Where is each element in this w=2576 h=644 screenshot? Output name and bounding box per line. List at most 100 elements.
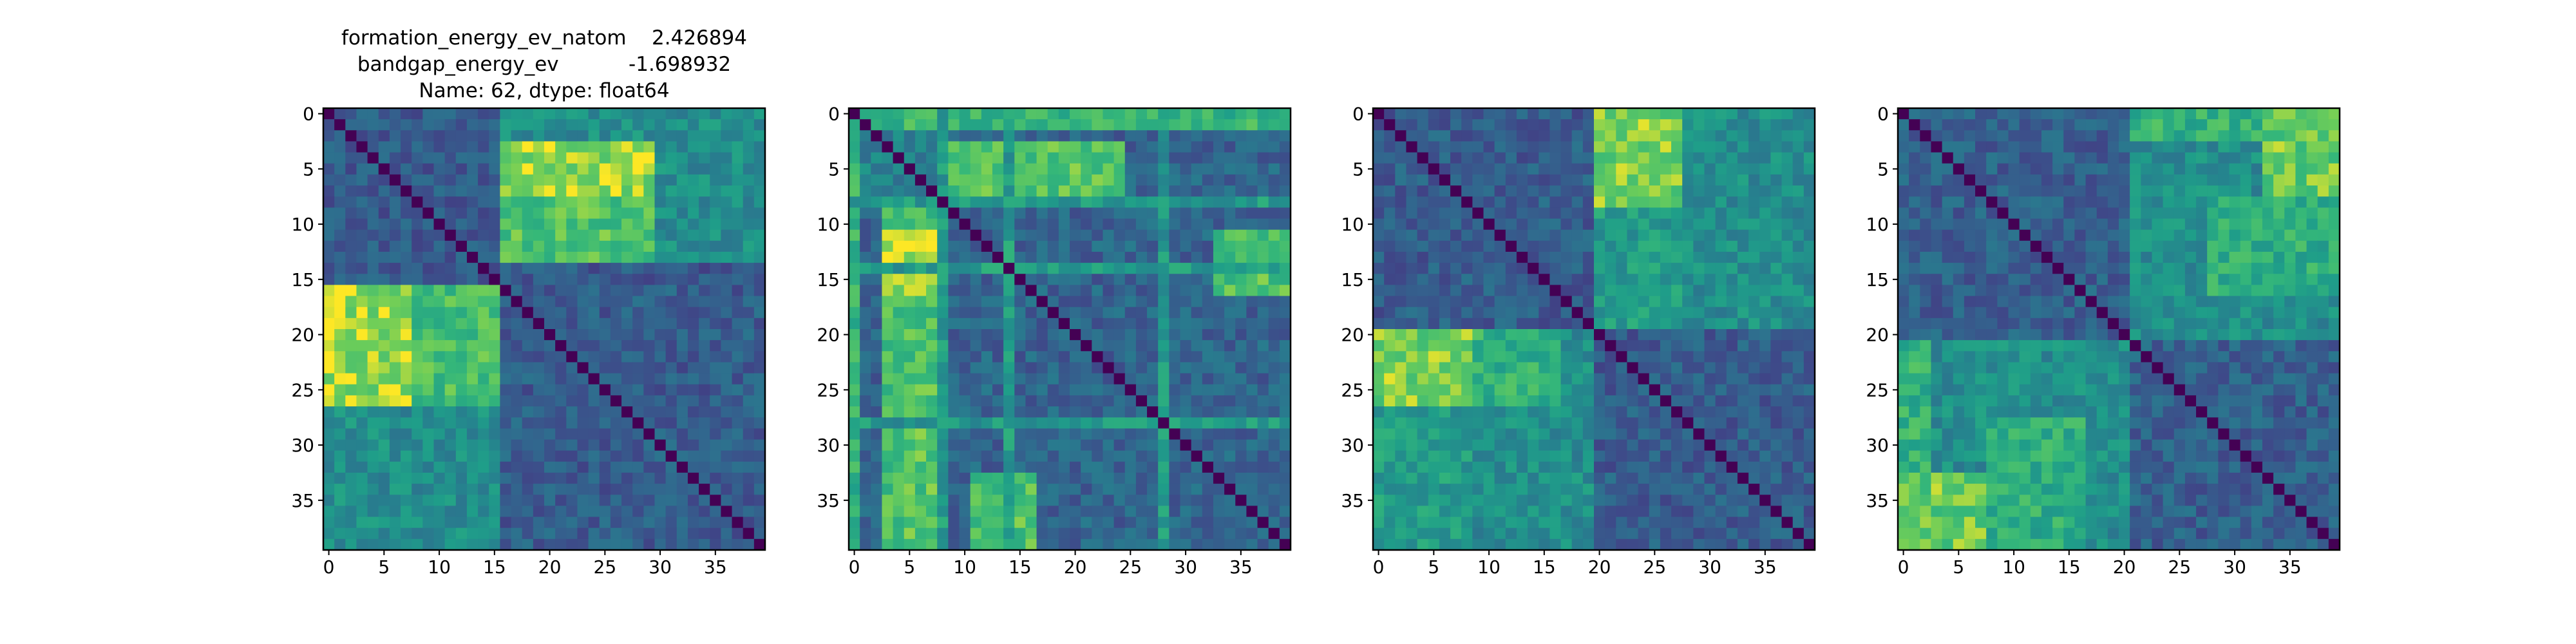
heatmap-cell xyxy=(860,218,871,231)
heatmap-cell xyxy=(1014,450,1026,462)
heatmap-cell xyxy=(1472,207,1484,220)
heatmap-cell xyxy=(1257,428,1269,440)
heatmap-cell xyxy=(1014,362,1026,374)
heatmap-cell xyxy=(1268,141,1280,153)
heatmap-cell xyxy=(323,119,335,131)
heatmap-cell xyxy=(1103,406,1115,418)
heatmap-cell xyxy=(1047,263,1059,274)
heatmap-cell xyxy=(1539,373,1550,385)
heatmap-cell xyxy=(422,296,435,308)
heatmap-cell xyxy=(1135,506,1148,518)
heatmap-cell xyxy=(544,119,556,131)
heatmap-cell xyxy=(1770,417,1783,429)
heatmap-cell xyxy=(1014,538,1026,551)
heatmap-cell xyxy=(1770,516,1783,529)
heatmap-cell xyxy=(1715,329,1727,341)
heatmap-cell xyxy=(1715,516,1727,529)
heatmap-cell xyxy=(926,108,938,120)
heatmap-cell xyxy=(1395,152,1407,164)
heatmap-cell xyxy=(1092,450,1104,462)
heatmap-cell xyxy=(1103,340,1115,352)
heatmap-cell xyxy=(1450,538,1462,551)
heatmap-cell xyxy=(389,307,401,319)
heatmap-cell xyxy=(378,527,390,540)
heatmap-cell xyxy=(1014,296,1026,308)
heatmap-cell xyxy=(654,108,667,120)
heatmap-cell xyxy=(654,251,667,263)
heatmap-cell xyxy=(610,417,622,429)
heatmap-cell xyxy=(2174,108,2186,120)
heatmap-cell xyxy=(1803,329,1815,341)
x-tick-label: 30 xyxy=(649,556,672,578)
heatmap-cell xyxy=(665,296,677,308)
heatmap-cell xyxy=(433,174,446,186)
heatmap-cell xyxy=(1158,141,1170,153)
heatmap-cell xyxy=(455,495,468,506)
heatmap-cell xyxy=(1638,141,1650,153)
heatmap-cell xyxy=(334,506,346,518)
heatmap-cell xyxy=(1539,152,1550,164)
heatmap-cell xyxy=(1191,384,1203,396)
heatmap-cell xyxy=(345,108,357,120)
heatmap-cell xyxy=(422,207,435,220)
heatmap-cell xyxy=(1047,538,1059,551)
heatmap-cell xyxy=(412,296,423,308)
heatmap-cell xyxy=(1036,185,1048,197)
heatmap-cell xyxy=(1113,274,1126,285)
heatmap-cell xyxy=(1594,395,1605,407)
y-tick-label: 20 xyxy=(1341,325,1364,346)
heatmap-cell xyxy=(948,108,960,120)
heatmap-cell xyxy=(466,174,478,186)
heatmap-cell xyxy=(577,538,589,551)
heatmap-cell xyxy=(1417,218,1429,231)
heatmap-cell xyxy=(1539,406,1550,418)
heatmap-cell xyxy=(904,538,916,551)
heatmap-cell xyxy=(610,329,622,341)
heatmap-cell xyxy=(1737,307,1749,319)
heatmap-cell xyxy=(1439,196,1451,208)
heatmap-cell xyxy=(2041,119,2053,131)
heatmap-cell xyxy=(334,218,346,231)
heatmap-cell xyxy=(1124,185,1137,197)
heatmap-cell xyxy=(687,119,699,131)
heatmap-cell xyxy=(937,516,949,529)
heatmap-cell xyxy=(1439,207,1451,220)
heatmap-cell xyxy=(710,130,721,142)
heatmap-cell xyxy=(1483,484,1495,495)
heatmap-cell xyxy=(1505,196,1517,208)
heatmap-cell xyxy=(1461,307,1473,319)
heatmap-cell xyxy=(687,527,699,540)
heatmap-cell xyxy=(1124,108,1137,120)
heatmap-cell xyxy=(1158,417,1170,429)
heatmap-cell xyxy=(599,174,611,186)
heatmap-cell xyxy=(732,384,744,396)
heatmap-cell xyxy=(1213,196,1225,208)
heatmap-cell xyxy=(926,495,938,506)
heatmap-cell xyxy=(1582,296,1595,308)
heatmap-cell xyxy=(699,417,710,429)
heatmap-cell xyxy=(1594,516,1605,529)
heatmap-cell xyxy=(893,174,905,186)
heatmap-cell xyxy=(1428,340,1440,352)
heatmap-cell xyxy=(500,263,512,274)
heatmap-cell xyxy=(1124,472,1137,484)
heatmap-cell xyxy=(1169,384,1181,396)
heatmap-cell xyxy=(710,218,721,231)
heatmap-cell xyxy=(1704,362,1716,374)
heatmap-cell xyxy=(412,384,423,396)
heatmap-cell xyxy=(1417,527,1429,540)
heatmap-cell xyxy=(522,506,534,518)
heatmap-cell xyxy=(1025,527,1037,540)
heatmap-cell xyxy=(2251,108,2263,120)
heatmap-cell xyxy=(1406,527,1418,540)
heatmap-cell xyxy=(1472,439,1484,451)
heatmap-cell xyxy=(610,141,622,153)
heatmap-cell xyxy=(1406,461,1418,473)
heatmap-cell xyxy=(1792,185,1804,197)
y-tick-label: 35 xyxy=(1341,490,1364,511)
heatmap-cell xyxy=(1191,274,1203,285)
heatmap-cell xyxy=(860,516,871,529)
heatmap-cell xyxy=(1135,141,1148,153)
heatmap-cell xyxy=(732,538,744,551)
heatmap-cell xyxy=(1671,428,1683,440)
